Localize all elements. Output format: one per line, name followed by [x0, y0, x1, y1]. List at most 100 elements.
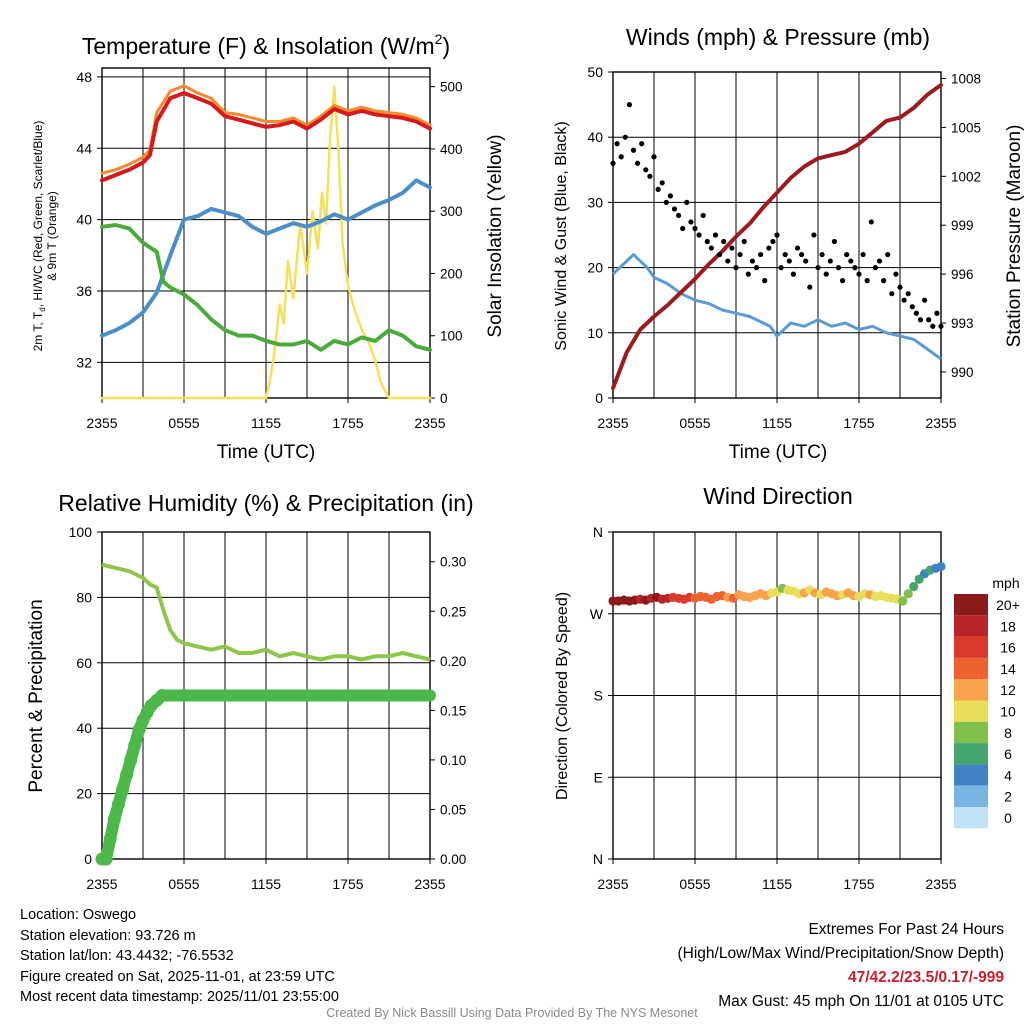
x-tick-label: 1155 — [762, 415, 792, 431]
colorbar-swatch — [954, 785, 988, 807]
colorbar-label: 12 — [1000, 682, 1016, 698]
gust-point — [872, 265, 879, 271]
y2-tick-label: 200 — [440, 266, 463, 281]
gust-point — [766, 245, 772, 251]
y2-tick-label: 0.05 — [440, 802, 466, 817]
gust-point — [712, 232, 719, 238]
station-latlon: Station lat/lon: 43.4432; -76.5532 — [20, 948, 234, 964]
x-tick-label: 1755 — [843, 415, 874, 431]
temperature-x-axis-label: Time (UTC) — [217, 442, 316, 463]
humidity-chart: 0 20 40 60 80 100 0.00 0.05 0.10 0.15 0.20 0.25 0.30… — [69, 524, 467, 892]
y-tick-label: 100 — [69, 524, 93, 540]
colorbar-label: 4 — [1004, 767, 1012, 783]
series-station-pressure — [611, 83, 943, 391]
y-tick-label: 44 — [76, 140, 92, 156]
x-tick-label: 1755 — [332, 415, 363, 431]
gust-point — [643, 167, 649, 173]
svg-text:2m T, Td, HI/WC (Red, Green, S: 2m T, Td, HI/WC (Red, Green, Scarlet/Blu… — [31, 121, 47, 352]
y2-tick-label: 999 — [951, 218, 974, 233]
humidity-y-axis-label: Percent & Precipitation — [26, 599, 47, 792]
speed-colorbar: 20+ 18 16 14 12 10 8 6 4 2 0 — [954, 594, 1020, 829]
y-tick-label: 48 — [76, 69, 92, 85]
gust-point — [885, 251, 891, 258]
temperature-y2-axis-label: Solar Insolation (Yellow) — [485, 134, 506, 337]
gust-point — [827, 258, 833, 264]
gust-point — [692, 225, 698, 232]
y2-tick-label: 0 — [440, 391, 448, 406]
colorbar-label: 16 — [1000, 640, 1016, 656]
gust-point — [688, 219, 694, 225]
gust-point — [622, 134, 628, 140]
colorbar-swatch — [954, 743, 988, 765]
direction-point — [909, 581, 919, 592]
precip-point — [107, 812, 121, 826]
y2-tick-label: 993 — [951, 316, 974, 331]
gust-point — [922, 297, 928, 303]
precip-point — [99, 852, 113, 866]
direction-point — [936, 561, 946, 572]
y2-tick-label: 996 — [951, 267, 974, 282]
winds-y-axis-label: Sonic Wind & Gust (Blue, Black) — [553, 121, 570, 350]
direction-y-axis-label: Direction (Colored By Speed) — [554, 592, 571, 800]
station-location: Location: Oswego — [20, 907, 137, 923]
x-tick-label: 2355 — [414, 876, 445, 892]
gust-point — [635, 160, 641, 166]
gust-point — [852, 265, 858, 271]
winds-chart: 0 10 20 30 40 50 990 993 996 999 1002 1005 1008 2355 0… — [587, 64, 981, 431]
gust-point — [909, 304, 915, 310]
direction-point — [898, 596, 908, 606]
gust-point — [876, 258, 883, 264]
gust-point — [770, 238, 776, 245]
colorbar-label: 20+ — [996, 597, 1020, 613]
y2-tick-label: 100 — [440, 329, 463, 344]
winds-panel-title: Winds (mph) & Pressure (mb) — [626, 24, 930, 50]
colorbar-label: 18 — [1000, 618, 1016, 634]
gust-point — [725, 258, 731, 264]
gust-point — [721, 238, 727, 245]
x-tick-label: 2355 — [597, 415, 628, 431]
y-tick-label: 0 — [595, 390, 603, 406]
gust-point — [901, 297, 907, 303]
precip-point — [128, 738, 142, 752]
colorbar-label: 10 — [1000, 704, 1016, 720]
x-tick-label: 2355 — [597, 876, 628, 892]
y-tick-label: 36 — [76, 283, 92, 299]
gust-point — [741, 238, 747, 245]
gust-point — [676, 212, 682, 219]
winds-x-axis-label: Time (UTC) — [729, 442, 828, 463]
gust-point — [786, 258, 792, 264]
precip-point — [111, 798, 125, 811]
gust-point — [626, 102, 633, 108]
colorbar-swatch — [954, 807, 988, 829]
colorbar-label: 8 — [1004, 725, 1012, 741]
gust-point — [610, 160, 616, 166]
x-tick-label: 1155 — [762, 876, 792, 892]
y2-tick-label: 1005 — [951, 120, 981, 135]
y2-tick-label: 0.15 — [440, 703, 466, 718]
colorbar-label: 0 — [1004, 810, 1012, 826]
gust-point — [799, 251, 805, 258]
gust-point — [819, 251, 825, 258]
gust-point — [831, 238, 838, 245]
gust-point — [708, 245, 715, 251]
gust-point — [700, 212, 706, 219]
gust-point — [913, 310, 920, 316]
extremes-values: 47/42.2/23.5/0.17/-999 — [848, 969, 1004, 986]
y-tick-label: E — [594, 769, 603, 785]
gust-point — [893, 271, 899, 277]
y-tick-label: 0 — [84, 851, 92, 867]
x-tick-label: 1155 — [251, 876, 281, 892]
y2-tick-label: 0.20 — [440, 654, 466, 669]
precip-point — [132, 723, 146, 737]
precip-point — [155, 689, 169, 702]
series-relative-humidity — [101, 562, 431, 662]
gust-point — [860, 251, 866, 258]
y2-tick-label: 990 — [951, 365, 974, 380]
colorbar-swatch — [954, 764, 988, 786]
y2-tick-label: 0.00 — [440, 852, 466, 867]
x-tick-label: 1755 — [332, 876, 363, 892]
colorbar-swatch — [954, 594, 988, 616]
gust-point — [774, 232, 780, 238]
gust-point — [749, 258, 756, 264]
gust-point — [897, 284, 903, 290]
